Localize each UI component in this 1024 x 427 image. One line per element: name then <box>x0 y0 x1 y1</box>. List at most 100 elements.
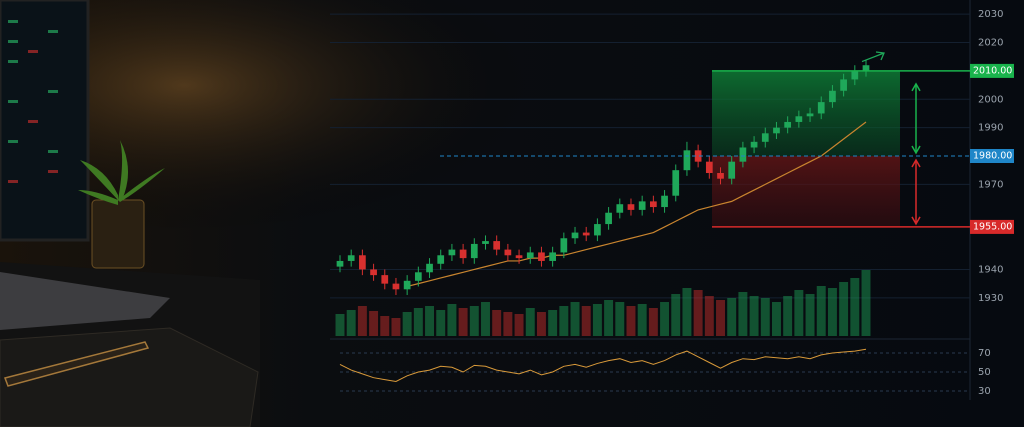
candle-body <box>694 150 702 162</box>
volume-bar <box>760 298 770 336</box>
y-tick-label: 1940 <box>978 264 1003 275</box>
volume-bar <box>357 306 367 336</box>
candle-body <box>571 232 579 239</box>
level-label-box <box>970 149 1014 163</box>
volume-bar <box>425 306 435 336</box>
monitor <box>0 0 90 242</box>
candle-body <box>784 121 792 128</box>
volume-bar <box>850 278 860 336</box>
desk-scene <box>0 0 260 427</box>
volume-bar <box>503 312 513 336</box>
volume-bar <box>861 270 871 336</box>
candle-body <box>739 147 747 162</box>
volume-bar <box>648 308 658 336</box>
y-tick-label: 1970 <box>978 179 1003 190</box>
rsi-tick-label: 30 <box>978 386 991 397</box>
candle-body <box>359 255 366 270</box>
candle-body <box>773 127 780 134</box>
volume-bar <box>727 298 737 336</box>
candle-body <box>448 249 456 256</box>
candle-body <box>538 252 545 261</box>
plant <box>78 140 165 205</box>
volume-bar <box>626 306 636 336</box>
candle-body <box>661 195 668 208</box>
level-label: 1980.00 <box>973 151 1012 162</box>
volume-bar <box>536 312 546 336</box>
candle-body <box>705 161 713 174</box>
candle-body <box>392 283 400 290</box>
volume-bar <box>548 310 558 336</box>
volume-bar <box>581 306 591 336</box>
target-zone <box>712 70 900 156</box>
candle-body <box>437 255 445 264</box>
candle-body <box>840 79 847 91</box>
volume-bar <box>716 300 725 336</box>
volume-bar <box>592 304 602 336</box>
trend-arrow <box>861 51 885 63</box>
candle-body <box>560 238 568 253</box>
candle-body <box>728 161 736 179</box>
candle-body <box>806 113 814 117</box>
candle-body <box>717 173 724 179</box>
rsi-tick-label: 50 <box>978 367 991 378</box>
candle-body <box>493 241 501 250</box>
candle-body <box>829 90 836 103</box>
candle-body <box>414 272 422 281</box>
candle-body <box>459 249 467 259</box>
candle-body <box>795 116 803 122</box>
risk-arrow-head <box>911 158 921 226</box>
level-label-box <box>970 63 1014 78</box>
volume-bar <box>738 292 748 336</box>
candle-body <box>549 252 556 261</box>
volume-bar <box>704 296 714 336</box>
y-tick-label: 1930 <box>978 293 1003 304</box>
y-tick-label: 2030 <box>978 9 1003 20</box>
y-tick-label: 1990 <box>978 123 1003 134</box>
volume-bar <box>771 302 781 336</box>
volume-bar <box>749 296 759 336</box>
volume-bar <box>783 296 793 336</box>
volume-bar <box>604 300 614 336</box>
moving-average <box>407 121 867 288</box>
volume-bar <box>816 286 826 336</box>
volume-bar <box>794 290 804 336</box>
candle-body <box>526 252 534 259</box>
volume-bar <box>380 316 390 336</box>
volume-bar <box>559 306 569 336</box>
volume-bar <box>693 290 703 336</box>
candle-body <box>616 204 624 213</box>
volume-bar <box>436 310 446 336</box>
candle-body <box>638 201 646 210</box>
volume-bar <box>615 302 625 336</box>
notebook <box>0 327 259 427</box>
level-label: 2010.00 <box>973 65 1012 76</box>
volume-bar <box>402 312 412 336</box>
volume-bar <box>481 302 490 336</box>
candle-body <box>672 170 680 196</box>
level-label-box <box>970 219 1014 234</box>
plant-pot <box>91 199 145 269</box>
y-tick-label: 2020 <box>978 38 1003 49</box>
level-label: 1955.00 <box>973 221 1012 232</box>
volume-bar <box>805 294 815 336</box>
candle-body <box>627 204 635 210</box>
candle-body <box>504 249 512 256</box>
candle-body <box>370 269 377 276</box>
candle-body <box>750 141 758 148</box>
candle-body <box>381 275 389 284</box>
volume-bar <box>637 304 647 336</box>
y-tick-label: 2000 <box>978 94 1003 105</box>
volume-bar <box>447 304 457 336</box>
candle-body <box>403 280 411 290</box>
candle-body <box>650 201 657 208</box>
candle-body <box>336 260 344 267</box>
volume-bar <box>413 308 423 336</box>
candle-body <box>862 65 870 71</box>
candle-body <box>683 150 691 171</box>
stop-zone <box>712 156 900 227</box>
candle-body <box>347 255 355 261</box>
volume-bar <box>570 302 580 336</box>
rsi-tick-label: 70 <box>978 348 991 359</box>
candle-body <box>582 232 590 236</box>
